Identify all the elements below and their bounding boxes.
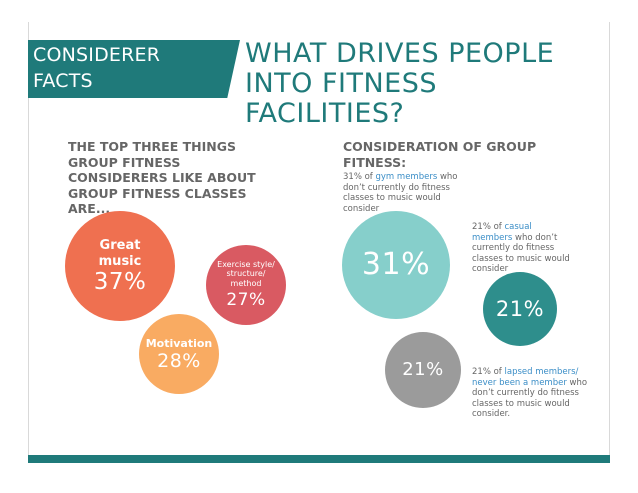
right-heading-line: FITNESS:: [343, 154, 407, 170]
note-line: members who don’t: [472, 233, 592, 244]
note-line: consider.: [472, 409, 511, 419]
page-title: WHAT DRIVES PEOPLE INTO FITNESS FACILITI…: [245, 39, 605, 129]
badge-line-1: CONSIDERER: [33, 44, 161, 66]
note-text: who don’t: [512, 232, 558, 243]
motivation-label: Motivation: [146, 337, 213, 350]
note-highlight: gym members: [375, 172, 438, 182]
note-line: consider: [472, 264, 509, 274]
bottom-accent-bar: [28, 455, 610, 463]
note-highlight: never been a member: [472, 377, 567, 388]
label-line: method: [230, 278, 262, 288]
great-music-circle: Great music 37%: [65, 211, 175, 321]
note-line: 31% of gym members who: [343, 172, 473, 183]
note-line: 21% of lapsed members/: [472, 367, 597, 378]
note-highlight: casual: [504, 222, 532, 232]
left-heading-line: GROUP FITNESS: [68, 154, 181, 170]
title-line-1: WHAT DRIVES PEOPLE: [245, 38, 555, 69]
motivation-percent: 28%: [157, 349, 201, 372]
exercise-style-percent: 27%: [226, 290, 266, 311]
casual-members-note: 21% of casual members who don’t currentl…: [472, 222, 592, 275]
badge-line-2: FACTS: [33, 70, 93, 92]
note-line: 21% of casual: [472, 222, 592, 233]
note-line: classes to music would: [343, 193, 441, 203]
gym-members-percent: 31%: [361, 247, 431, 282]
right-heading-line: CONSIDERATION OF GROUP: [343, 139, 537, 154]
exercise-style-circle: Exercise style/ structure/ method 27%: [206, 245, 286, 325]
right-column-heading: CONSIDERATION OF GROUP FITNESS:: [343, 139, 583, 170]
left-heading-line: ARE...: [68, 201, 111, 216]
lapsed-members-note: 21% of lapsed members/ never been a memb…: [472, 367, 597, 420]
great-music-label: Great music: [99, 238, 142, 270]
label-line: music: [98, 254, 142, 269]
lapsed-members-percent: 21%: [402, 359, 444, 380]
note-line: don’t currently do fitness: [343, 182, 450, 193]
gym-members-circle: 31%: [342, 211, 450, 319]
casual-members-circle: 21%: [483, 272, 557, 346]
note-highlight: members: [472, 232, 513, 243]
label-line: Exercise style/: [217, 259, 275, 269]
label-line: Motivation: [145, 336, 213, 350]
left-heading-line: CONSIDERERS LIKE ABOUT: [68, 170, 256, 185]
label-line: structure/: [226, 269, 266, 279]
gym-members-note: 31% of gym members who don’t currently d…: [343, 172, 473, 214]
note-line: don’t currently do fitness: [472, 388, 579, 398]
considerer-facts-badge: [28, 40, 240, 98]
left-heading-line: GROUP FITNESS CLASSES: [68, 185, 247, 201]
note-line: classes to music would: [472, 398, 570, 409]
motivation-circle: Motivation 28%: [139, 314, 219, 394]
note-line: currently do fitness: [472, 243, 555, 253]
note-text: 31% of: [343, 172, 376, 182]
note-line: never been a member who: [472, 378, 597, 389]
note-text: who: [566, 377, 588, 388]
exercise-style-label: Exercise style/ structure/ method: [217, 260, 275, 289]
badge-text: CONSIDERER FACTS: [33, 42, 213, 94]
note-highlight: lapsed members/: [504, 367, 579, 377]
slide-frame: [28, 22, 610, 463]
left-column-heading: THE TOP THREE THINGS GROUP FITNESS CONSI…: [68, 139, 288, 217]
title-line-3: FACILITIES?: [245, 98, 405, 129]
note-line: consider: [343, 203, 380, 214]
note-text: 21% of: [472, 367, 505, 377]
label-line: Great: [99, 238, 141, 253]
note-text: 21% of: [472, 222, 505, 232]
note-text: who: [437, 172, 458, 182]
left-heading-line: THE TOP THREE THINGS: [68, 139, 236, 154]
casual-members-percent: 21%: [495, 297, 545, 321]
lapsed-members-circle: 21%: [385, 332, 461, 408]
title-line-2: INTO FITNESS: [245, 68, 438, 99]
note-line: classes to music would: [472, 253, 570, 264]
great-music-percent: 37%: [93, 269, 147, 295]
